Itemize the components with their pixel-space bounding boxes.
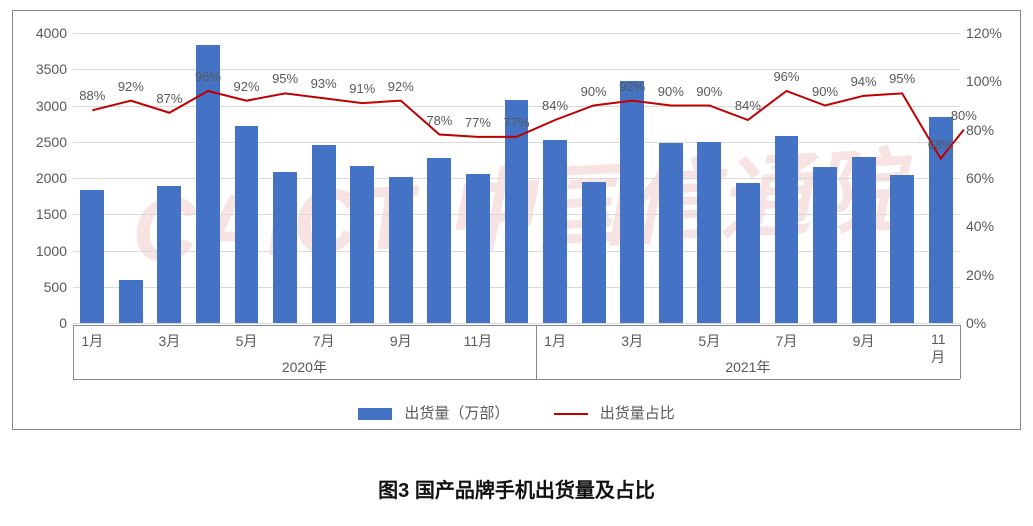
y-left-tick: 2000 <box>21 170 67 186</box>
pct-label: 96% <box>773 69 799 84</box>
x-tick: 5月 <box>236 331 258 351</box>
pct-label: 96% <box>195 69 221 84</box>
y-left-tick: 2500 <box>21 134 67 150</box>
legend-bar-label: 出货量（万部） <box>404 405 509 422</box>
pct-label: 90% <box>658 84 684 99</box>
y-right-tick: 100% <box>966 73 1014 89</box>
plot-region: 050010001500200025003000350040000%20%40%… <box>73 33 960 323</box>
pct-label: 77% <box>465 115 491 130</box>
pct-label: 90% <box>696 84 722 99</box>
x-tick: 11月 <box>464 331 493 351</box>
pct-label: 78% <box>426 113 452 128</box>
x-tick: 5月 <box>698 331 720 351</box>
pct-label: 90% <box>581 84 607 99</box>
pct-label: 92% <box>234 79 260 94</box>
pct-label: 87% <box>156 91 182 106</box>
x-tick: 1月 <box>81 331 103 351</box>
pct-label: 95% <box>889 71 915 86</box>
x-tick: 9月 <box>853 331 875 351</box>
pct-label: 90% <box>812 84 838 99</box>
legend-line-label: 出货量占比 <box>600 405 675 422</box>
pct-label: 77% <box>503 115 529 130</box>
pct-label: 80% <box>951 108 977 123</box>
y-right-tick: 120% <box>966 25 1014 41</box>
year-label: 2020年 <box>282 357 327 377</box>
x-tick: 11月 <box>931 331 950 367</box>
y-left-tick: 1500 <box>21 206 67 222</box>
y-right-tick: 0% <box>966 315 1014 331</box>
y-right-tick: 40% <box>966 218 1014 234</box>
y-left-tick: 3500 <box>21 61 67 77</box>
pct-label: 84% <box>735 98 761 113</box>
pct-label: 95% <box>272 71 298 86</box>
year-label: 2021年 <box>725 357 770 377</box>
legend-line-swatch <box>554 413 588 415</box>
y-right-tick: 60% <box>966 170 1014 186</box>
legend: 出货量（万部） 出货量占比 <box>13 402 1020 423</box>
pct-label: 93% <box>311 76 337 91</box>
pct-label: 92% <box>619 79 645 94</box>
pct-label: 94% <box>851 74 877 89</box>
legend-bar-swatch <box>358 408 392 420</box>
pct-label: 88% <box>79 88 105 103</box>
x-tick: 7月 <box>776 331 798 351</box>
y-left-tick: 0 <box>21 315 67 331</box>
x-tick: 9月 <box>390 331 412 351</box>
y-left-tick: 1000 <box>21 243 67 259</box>
figure-caption: 图3 国产品牌手机出货量及占比 <box>12 474 1021 503</box>
y-left-tick: 500 <box>21 279 67 295</box>
y-right-tick: 20% <box>966 267 1014 283</box>
pct-label: 91% <box>349 81 375 96</box>
pct-label: 92% <box>118 79 144 94</box>
y-left-tick: 4000 <box>21 25 67 41</box>
x-tick: 1月 <box>544 331 566 351</box>
y-left-tick: 3000 <box>21 98 67 114</box>
pct-label: 68% <box>928 137 954 152</box>
x-tick: 7月 <box>313 331 335 351</box>
pct-label: 92% <box>388 79 414 94</box>
pct-label: 84% <box>542 98 568 113</box>
x-tick: 3月 <box>159 331 181 351</box>
chart-area: CAICT 中国信通院 0500100015002000250030003500… <box>12 10 1021 430</box>
y-right-tick: 80% <box>966 122 1014 138</box>
x-tick: 3月 <box>621 331 643 351</box>
